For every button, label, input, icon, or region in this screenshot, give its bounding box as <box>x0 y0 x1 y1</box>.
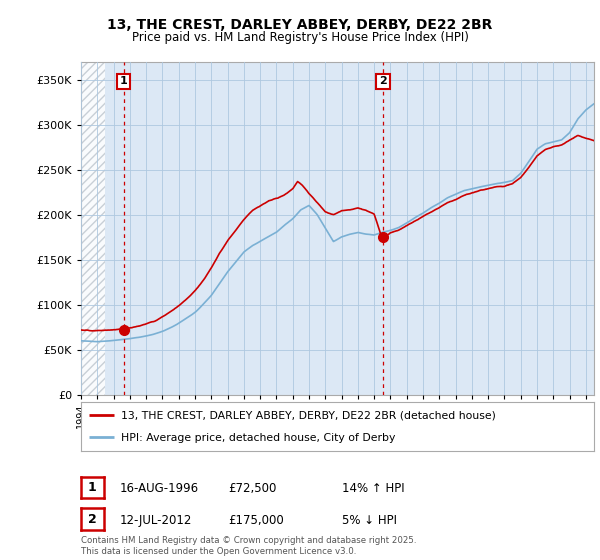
Text: 2: 2 <box>88 512 97 526</box>
Text: 16-AUG-1996: 16-AUG-1996 <box>120 482 199 496</box>
Text: 13, THE CREST, DARLEY ABBEY, DERBY, DE22 2BR: 13, THE CREST, DARLEY ABBEY, DERBY, DE22… <box>107 18 493 32</box>
Text: £175,000: £175,000 <box>228 514 284 527</box>
Text: HPI: Average price, detached house, City of Derby: HPI: Average price, detached house, City… <box>121 433 395 443</box>
Text: 14% ↑ HPI: 14% ↑ HPI <box>342 482 404 496</box>
Text: 12-JUL-2012: 12-JUL-2012 <box>120 514 193 527</box>
Text: 5% ↓ HPI: 5% ↓ HPI <box>342 514 397 527</box>
Text: 13, THE CREST, DARLEY ABBEY, DERBY, DE22 2BR (detached house): 13, THE CREST, DARLEY ABBEY, DERBY, DE22… <box>121 410 496 421</box>
Text: 1: 1 <box>120 76 128 86</box>
Text: £72,500: £72,500 <box>228 482 277 496</box>
Text: Price paid vs. HM Land Registry's House Price Index (HPI): Price paid vs. HM Land Registry's House … <box>131 31 469 44</box>
Text: Contains HM Land Registry data © Crown copyright and database right 2025.
This d: Contains HM Land Registry data © Crown c… <box>81 536 416 556</box>
Text: 2: 2 <box>379 76 387 86</box>
Text: 1: 1 <box>88 481 97 494</box>
Bar <box>81 62 106 395</box>
